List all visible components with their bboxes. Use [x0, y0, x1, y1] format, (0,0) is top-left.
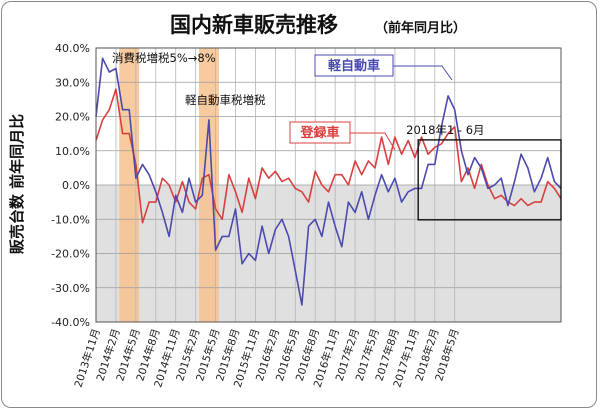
series-label-text: 登録車	[299, 125, 339, 141]
y-tick-label: 10.0%	[55, 145, 90, 158]
leader-line	[350, 132, 396, 151]
leader-line	[393, 65, 453, 81]
annotations: 消費税増税5%→8% 軽自動車税増税 2018年1 - 6月	[112, 51, 562, 221]
y-axis-label: 販売台数 前年同月比	[8, 114, 26, 254]
y-tick-label: -20.0%	[51, 248, 90, 261]
y-tick-label: -10.0%	[51, 213, 90, 226]
y-tick-label: -40.0%	[51, 316, 90, 329]
series-lines	[95, 57, 562, 306]
series-label-text: 軽自動車	[328, 58, 380, 74]
chart-title: 国内新車販売推移	[170, 13, 338, 37]
series-line	[95, 88, 562, 224]
y-tick-label: 30.0%	[55, 76, 90, 89]
annotation-text: 消費税増税5%→8%	[112, 51, 216, 65]
y-tick-label: 40.0%	[55, 42, 90, 55]
y-tick-label: 20.0%	[55, 111, 90, 124]
annotation-text: 軽自動車税増税	[185, 93, 266, 107]
series-line	[95, 57, 562, 306]
x-tick-labels: 2013年11月2014年2月2014年5月2014年8月2014年11月201…	[72, 327, 462, 389]
annotation-text: 2018年1 - 6月	[406, 123, 484, 137]
y-tick-labels: -40.0% -30.0% -20.0% -10.0% 0.0% 10.0% 20.0% 30…	[51, 42, 90, 329]
chart-subtitle: （前年同月比）	[375, 20, 466, 36]
y-tick-label: -30.0%	[51, 282, 90, 295]
y-tick-label: 0.0%	[62, 179, 90, 192]
highlight-box	[417, 139, 562, 221]
